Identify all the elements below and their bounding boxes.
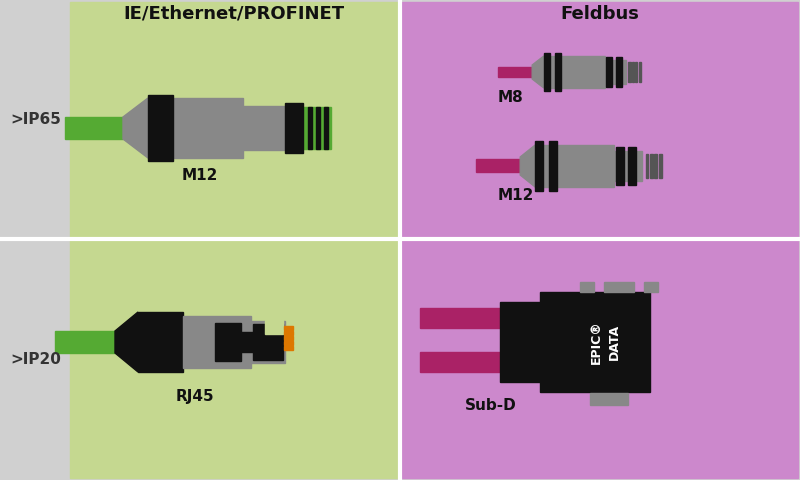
Bar xyxy=(638,62,641,82)
Polygon shape xyxy=(520,145,535,187)
Bar xyxy=(628,147,636,184)
Bar xyxy=(284,331,293,335)
Bar xyxy=(550,142,558,192)
Bar xyxy=(284,326,293,330)
Bar xyxy=(540,292,650,392)
Bar xyxy=(148,98,243,158)
Bar xyxy=(251,321,285,363)
Bar xyxy=(70,240,398,478)
Bar xyxy=(616,147,624,184)
Text: IE/Ethernet/PROFINET: IE/Ethernet/PROFINET xyxy=(123,5,345,23)
Bar xyxy=(580,282,594,292)
Bar xyxy=(535,142,543,192)
Bar xyxy=(65,117,123,139)
Bar xyxy=(324,107,328,149)
Bar xyxy=(303,107,331,149)
Text: EPIC®
DATA: EPIC® DATA xyxy=(590,320,621,364)
Bar xyxy=(0,0,70,480)
Bar xyxy=(402,2,798,238)
Bar xyxy=(148,95,173,161)
Bar xyxy=(285,103,303,153)
Bar xyxy=(629,62,630,82)
Bar xyxy=(308,107,312,149)
Bar xyxy=(659,154,662,179)
Bar xyxy=(253,324,283,360)
Bar xyxy=(284,336,293,340)
Bar xyxy=(215,323,241,361)
Bar xyxy=(183,316,251,368)
Text: >IP20: >IP20 xyxy=(10,351,61,367)
Bar xyxy=(654,154,657,179)
Bar xyxy=(138,312,183,372)
Polygon shape xyxy=(115,312,138,372)
Text: M12: M12 xyxy=(182,168,218,183)
Bar xyxy=(265,320,283,334)
Bar xyxy=(646,154,648,179)
Bar xyxy=(476,159,520,172)
Bar xyxy=(606,57,612,87)
Bar xyxy=(284,341,293,345)
Bar xyxy=(243,106,285,150)
Bar xyxy=(316,107,320,149)
Text: RJ45: RJ45 xyxy=(176,389,214,405)
Bar xyxy=(402,240,798,478)
Text: M8: M8 xyxy=(498,91,524,106)
Text: >IP65: >IP65 xyxy=(10,112,61,128)
Bar xyxy=(554,53,561,91)
Text: Sub-D: Sub-D xyxy=(465,397,517,412)
Bar xyxy=(420,308,500,328)
Bar xyxy=(70,2,398,238)
Bar xyxy=(535,145,614,187)
Text: Feldbus: Feldbus xyxy=(561,5,639,23)
Bar xyxy=(498,67,532,77)
Bar xyxy=(544,53,550,91)
Bar xyxy=(241,332,255,352)
Bar xyxy=(544,56,605,88)
Bar xyxy=(500,302,540,382)
Bar xyxy=(632,62,634,82)
Bar xyxy=(616,57,622,87)
Bar xyxy=(644,282,658,292)
Bar xyxy=(650,154,653,179)
Bar xyxy=(590,393,628,405)
Bar xyxy=(635,62,638,82)
Polygon shape xyxy=(532,56,544,88)
Text: M12: M12 xyxy=(498,189,534,204)
Bar xyxy=(420,352,500,372)
Bar xyxy=(614,151,642,181)
Bar xyxy=(55,331,115,353)
Bar xyxy=(604,282,634,292)
Bar xyxy=(605,60,626,84)
Polygon shape xyxy=(123,98,148,158)
Bar xyxy=(284,346,293,350)
